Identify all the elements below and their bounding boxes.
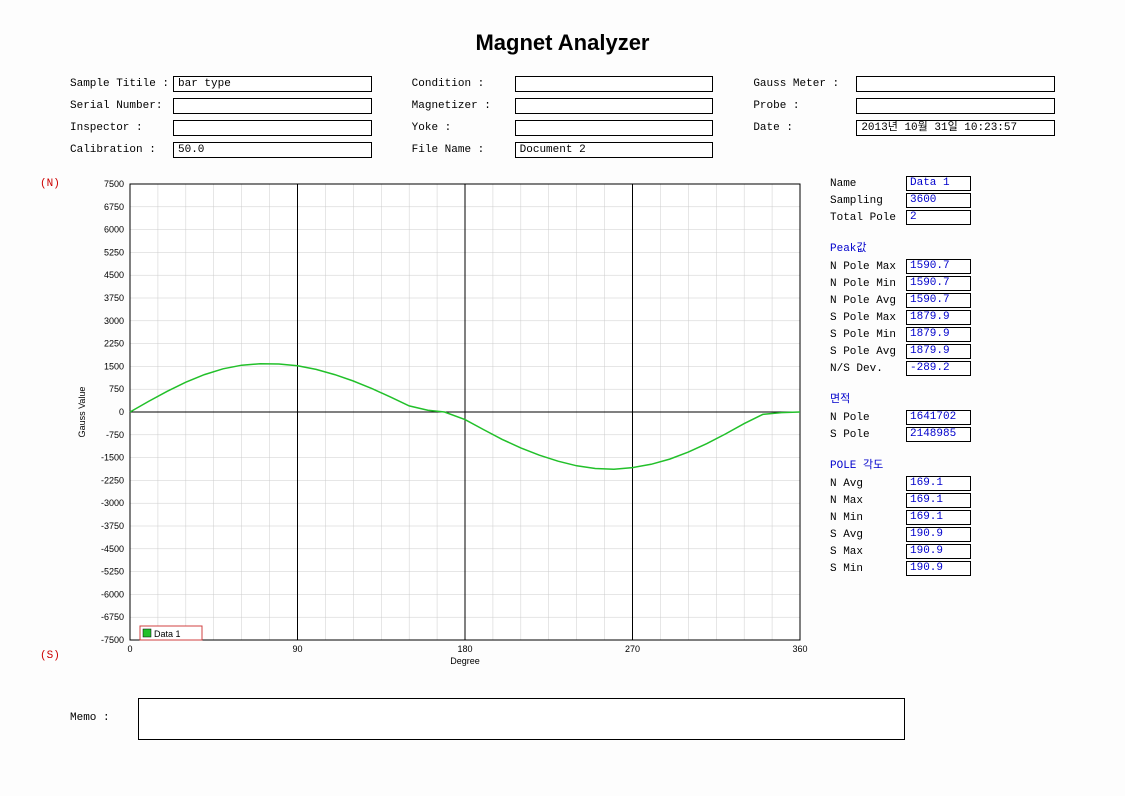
name-value: Data 1 [906,176,971,191]
inspector-field[interactable] [173,120,372,136]
s-pole-marker: (S) [40,650,60,662]
svg-text:Data 1: Data 1 [154,629,181,639]
s-pole-max-value: 1879.9 [906,310,971,325]
n-min-value: 169.1 [906,510,971,525]
yoke-label: Yoke : [412,122,507,134]
svg-text:-750: -750 [106,430,124,440]
s-pole-avg-label: S Pole Avg [830,346,900,358]
sampling-label: Sampling [830,195,900,207]
yoke-field[interactable] [515,120,714,136]
condition-field[interactable] [515,76,714,92]
svg-text:180: 180 [457,644,472,654]
s-pole-max-label: S Pole Max [830,312,900,324]
chart-container: (N) (S) -7500-6750-6000-5250-4500-3750-3… [70,176,810,680]
probe-field[interactable] [856,98,1055,114]
condition-label: Condition : [412,78,507,90]
svg-text:Degree: Degree [450,656,480,666]
svg-text:-4500: -4500 [101,544,124,554]
svg-text:0: 0 [127,644,132,654]
n-min-label: N Min [830,512,900,524]
n-pole-avg-label: N Pole Avg [830,295,900,307]
name-label: Name [830,178,900,190]
svg-text:-3750: -3750 [101,521,124,531]
svg-text:5250: 5250 [104,247,124,257]
gauss-meter-field[interactable] [856,76,1055,92]
gauss-meter-label: Gauss Meter : [753,78,848,90]
s-max-value: 190.9 [906,544,971,559]
n-max-value: 169.1 [906,493,971,508]
svg-text:-6000: -6000 [101,589,124,599]
area-header: 면적 [830,390,1010,406]
date-field[interactable]: 2013년 10월 31일 10:23:57 [856,120,1055,136]
memo-label: Memo : [70,698,130,740]
n-pole-min-label: N Pole Min [830,278,900,290]
s-min-value: 190.9 [906,561,971,576]
svg-text:-7500: -7500 [101,635,124,645]
svg-text:750: 750 [109,384,124,394]
svg-text:-6750: -6750 [101,612,124,622]
magnetizer-label: Magnetizer : [412,100,507,112]
calibration-field[interactable]: 50.0 [173,142,372,158]
s-pole-avg-value: 1879.9 [906,344,971,359]
svg-text:3000: 3000 [104,316,124,326]
serial-number-field[interactable] [173,98,372,114]
peak-header: Peak값 [830,239,1010,255]
svg-text:4500: 4500 [104,270,124,280]
file-name-field[interactable]: Document 2 [515,142,714,158]
svg-text:0: 0 [119,407,124,417]
s-pole-min-value: 1879.9 [906,327,971,342]
svg-text:360: 360 [792,644,807,654]
svg-text:-2250: -2250 [101,475,124,485]
s-pole-area-label: S Pole [830,429,900,441]
n-avg-value: 169.1 [906,476,971,491]
s-pole-area-value: 2148985 [906,427,971,442]
n-pole-max-value: 1590.7 [906,259,971,274]
inspector-label: Inspector : [70,122,165,134]
n-pole-avg-value: 1590.7 [906,293,971,308]
magnetizer-field[interactable] [515,98,714,114]
svg-text:7500: 7500 [104,179,124,189]
gauss-chart: -7500-6750-6000-5250-4500-3750-3000-2250… [70,176,810,676]
sample-title-label: Sample Titile : [70,78,165,90]
svg-text:3750: 3750 [104,293,124,303]
s-min-label: S Min [830,563,900,575]
side-panel: Name Data 1 Sampling 3600 Total Pole 2 Peak… [830,176,1010,680]
svg-text:6000: 6000 [104,225,124,235]
svg-text:2250: 2250 [104,339,124,349]
svg-text:Gauss Value: Gauss Value [77,387,87,438]
n-pole-marker: (N) [40,178,60,190]
total-pole-label: Total Pole [830,212,900,224]
date-label: Date : [753,122,848,134]
n-max-label: N Max [830,495,900,507]
svg-text:90: 90 [292,644,302,654]
ns-dev-label: N/S Dev. [830,363,900,375]
s-pole-min-label: S Pole Min [830,329,900,341]
svg-text:6750: 6750 [104,202,124,212]
s-max-label: S Max [830,546,900,558]
s-avg-value: 190.9 [906,527,971,542]
svg-text:270: 270 [625,644,640,654]
serial-number-label: Serial Number: [70,100,165,112]
n-pole-area-label: N Pole [830,412,900,424]
ns-dev-value: -289.2 [906,361,971,376]
calibration-label: Calibration : [70,144,165,156]
memo-field[interactable] [138,698,905,740]
s-avg-label: S Avg [830,529,900,541]
n-avg-label: N Avg [830,478,900,490]
file-name-label: File Name : [412,144,507,156]
probe-label: Probe : [753,100,848,112]
sampling-value: 3600 [906,193,971,208]
n-pole-max-label: N Pole Max [830,261,900,273]
sample-title-field[interactable]: bar type [173,76,372,92]
page-title: Magnet Analyzer [20,30,1105,56]
svg-text:-5250: -5250 [101,567,124,577]
metadata-grid: Sample Titile : bar type Condition : Gaus… [70,76,1055,158]
svg-text:-1500: -1500 [101,453,124,463]
total-pole-value: 2 [906,210,971,225]
angle-header: POLE 각도 [830,456,1010,472]
svg-text:-3000: -3000 [101,498,124,508]
svg-text:1500: 1500 [104,361,124,371]
n-pole-min-value: 1590.7 [906,276,971,291]
n-pole-area-value: 1641702 [906,410,971,425]
